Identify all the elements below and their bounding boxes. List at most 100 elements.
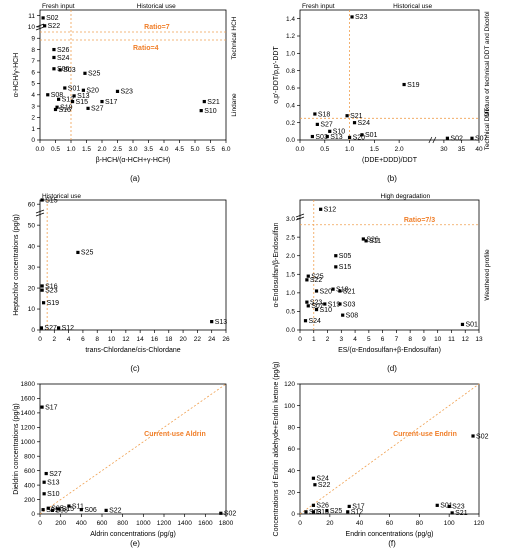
x-tick-label: 1800: [219, 520, 234, 527]
x-tick-label: 0.0: [295, 146, 304, 153]
point-label: S01: [365, 132, 378, 139]
point-label: S07: [311, 303, 324, 310]
data-point: [40, 288, 44, 292]
x-tick-label: 6: [381, 336, 385, 343]
region-label-right: High degradation: [381, 193, 431, 200]
point-label: S20: [86, 88, 99, 95]
point-label: S10: [333, 129, 346, 136]
data-point: [79, 508, 83, 512]
data-point: [347, 504, 351, 509]
data-point: [42, 480, 46, 484]
x-axis-label: β-HCH/(α-HCH+γ-HCH): [96, 157, 171, 164]
axis-break: [432, 136, 437, 144]
x-tick-label: 0.5: [51, 146, 60, 153]
side-label: Lindane: [231, 93, 238, 117]
point-label: S12: [351, 509, 364, 516]
y-axis-label: α-Endosulfan/β-Endosulfan: [273, 223, 280, 308]
point-label: S08: [51, 92, 64, 99]
data-point: [100, 99, 104, 104]
axis-break: [35, 23, 45, 28]
point-label: S03: [315, 134, 328, 141]
y-tick-label: 800: [24, 453, 35, 460]
data-point: [53, 107, 58, 112]
point-label: S27: [91, 106, 104, 113]
x-tick-label: 200: [55, 520, 66, 527]
x-tick-label: 13: [475, 336, 483, 343]
data-point: [86, 106, 90, 110]
x-tick-label: 7: [395, 336, 399, 343]
y-tick-label: 4: [31, 92, 35, 99]
point-label: S19: [47, 300, 60, 307]
data-point: [219, 511, 223, 515]
point-label: S08: [55, 508, 68, 515]
data-point: [115, 89, 120, 93]
panel-b: 0.0 0.5 1.0 1.5 2.0 30 35 40 0.0 0.2 0.4 0.6 0.8 1.0 1…: [273, 3, 491, 183]
plot-frame: [39, 383, 227, 515]
x-tick-label: 12: [462, 336, 470, 343]
point-label: S23: [452, 504, 465, 511]
data-point: [72, 94, 76, 98]
x-tick-label: 400: [76, 520, 87, 527]
x-tick-label: 5: [367, 336, 371, 343]
y-axis-label: o,p'-DDT/p,p'-DDT: [273, 46, 280, 104]
point-label: S03: [343, 301, 356, 308]
point-label: S21: [350, 113, 363, 120]
point-label: S13: [330, 134, 343, 141]
region-label-left: Fresh input: [42, 3, 75, 10]
data-point: [52, 67, 56, 71]
region-label-left: Historical use: [42, 193, 81, 200]
x-tick-label: 4: [353, 336, 357, 343]
point-label: S16: [59, 107, 72, 114]
data-point: [361, 237, 365, 241]
data-point: [41, 301, 46, 305]
point-label: S25: [81, 250, 94, 257]
point-label: S02: [46, 15, 59, 22]
x-tick-label: 10: [108, 336, 116, 343]
data-point: [40, 284, 44, 288]
data-point: [447, 504, 451, 509]
data-point: [460, 322, 465, 327]
x-tick-label: 2.0: [97, 146, 106, 153]
point-label: S23: [45, 287, 58, 294]
x-tick-label: 5.0: [190, 146, 199, 153]
axis-break: [35, 212, 45, 217]
x-tick-label: 1000: [136, 520, 151, 527]
region-label-left: Fresh input: [302, 3, 335, 10]
point-label: S20: [353, 135, 366, 142]
point-label: S10: [320, 307, 333, 314]
data-point: [57, 97, 61, 101]
x-axis-label: trans-Chlordane/cis-Chlordane: [85, 347, 180, 354]
point-label: S07: [475, 136, 488, 143]
y-axis-label: Dieldrin concentrations (pg/g): [13, 403, 20, 494]
y-tick-label: 1600: [21, 396, 36, 403]
data-point: [311, 503, 316, 507]
data-point: [338, 302, 342, 306]
point-label: S10: [47, 491, 60, 498]
data-point: [58, 68, 62, 72]
x-tick-label: 11: [448, 336, 455, 343]
y-tick-label: 600: [24, 468, 35, 475]
plot-frame: [299, 199, 480, 331]
point-label: S02: [450, 136, 463, 143]
y-tick-label: 0.0: [286, 327, 295, 334]
side-label: Mixture of technical DDT and Dicofol: [484, 11, 491, 117]
annotation: Current-use Aldrin: [144, 431, 206, 438]
plot-frame: [39, 199, 227, 331]
axis-break: [35, 26, 45, 31]
y-tick-label: 40: [28, 243, 36, 250]
point-label: S03: [63, 67, 76, 74]
y-tick-label: 0: [31, 327, 35, 334]
data-point: [341, 313, 345, 317]
x-tick-label: 35: [458, 146, 466, 153]
panel-c: 0 2 4 6 8 10 12 14 16 18 20 22 24 260102030405060tran…: [13, 193, 230, 373]
x-tick-label: 26: [222, 336, 230, 343]
x-tick-label: 40: [356, 520, 364, 527]
point-label: S18: [318, 111, 331, 118]
data-point: [325, 134, 329, 139]
data-point: [67, 504, 71, 508]
data-point: [52, 55, 56, 60]
point-label: S17: [352, 504, 365, 511]
y-tick-label: 11: [28, 13, 35, 20]
data-point: [70, 99, 75, 104]
y-tick-label: 6: [31, 69, 35, 76]
